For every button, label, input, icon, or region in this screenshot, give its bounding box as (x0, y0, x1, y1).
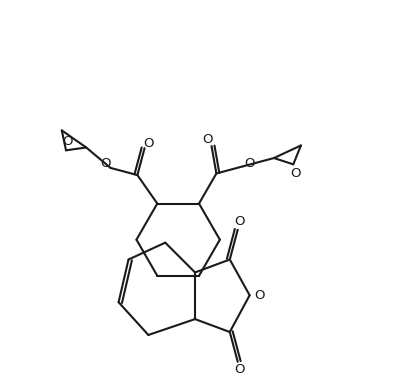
Text: O: O (100, 158, 111, 170)
Text: O: O (202, 133, 213, 146)
Text: O: O (143, 137, 154, 150)
Text: O: O (244, 157, 254, 170)
Text: O: O (254, 289, 265, 302)
Text: O: O (234, 215, 245, 228)
Text: O: O (234, 363, 245, 376)
Text: O: O (63, 135, 73, 148)
Text: O: O (290, 167, 300, 180)
